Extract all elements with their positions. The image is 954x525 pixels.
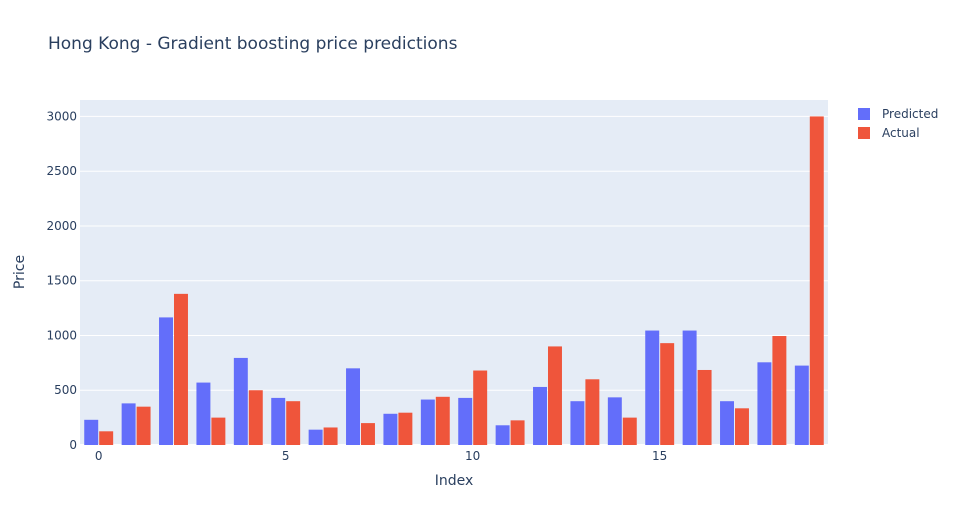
chart-title: Hong Kong - Gradient boosting price pred… bbox=[48, 34, 458, 54]
legend: Predicted Actual bbox=[858, 107, 938, 140]
bar-predicted[interactable] bbox=[533, 386, 547, 445]
bar-actual[interactable] bbox=[735, 408, 749, 445]
bar-predicted[interactable] bbox=[570, 401, 585, 445]
bar-predicted[interactable] bbox=[757, 362, 772, 445]
bar-predicted[interactable] bbox=[607, 397, 622, 445]
bar-predicted[interactable] bbox=[682, 330, 697, 445]
bar-predicted[interactable] bbox=[233, 357, 248, 445]
bar-predicted[interactable] bbox=[645, 330, 660, 445]
y-axis-ticks: 0 500 1000 1500 2000 2500 3000 bbox=[46, 109, 77, 452]
bar-actual[interactable] bbox=[136, 406, 151, 445]
bar-actual[interactable] bbox=[548, 346, 562, 445]
y-tick-label: 2000 bbox=[46, 219, 77, 233]
bar-actual[interactable] bbox=[286, 401, 301, 445]
y-tick-label: 3000 bbox=[46, 109, 77, 123]
x-axis-ticks: 0 5 10 15 bbox=[95, 449, 667, 463]
legend-swatch[interactable] bbox=[858, 127, 870, 139]
y-tick-label: 1000 bbox=[46, 328, 77, 342]
bar-predicted[interactable] bbox=[84, 419, 99, 445]
legend-label[interactable]: Predicted bbox=[882, 107, 938, 121]
bar-predicted[interactable] bbox=[720, 401, 734, 445]
bar-predicted[interactable] bbox=[420, 399, 435, 445]
bar-actual[interactable] bbox=[473, 370, 488, 445]
x-axis-title: Index bbox=[435, 473, 474, 489]
bars bbox=[84, 116, 824, 445]
bar-predicted[interactable] bbox=[383, 413, 398, 445]
bar-predicted[interactable] bbox=[458, 397, 473, 445]
bar-actual[interactable] bbox=[99, 431, 114, 445]
bar-actual[interactable] bbox=[398, 412, 413, 445]
y-tick-label: 0 bbox=[69, 438, 77, 452]
bar-predicted[interactable] bbox=[196, 382, 211, 445]
x-tick-label: 10 bbox=[465, 449, 480, 463]
bar-predicted[interactable] bbox=[121, 403, 136, 445]
bar-predicted[interactable] bbox=[794, 365, 809, 445]
bar-predicted[interactable] bbox=[346, 368, 360, 445]
bar-predicted[interactable] bbox=[159, 317, 173, 445]
bar-actual[interactable] bbox=[323, 427, 338, 445]
bar-actual[interactable] bbox=[585, 379, 600, 445]
x-tick-label: 0 bbox=[95, 449, 103, 463]
x-tick-label: 15 bbox=[652, 449, 667, 463]
bar-actual[interactable] bbox=[772, 336, 787, 445]
bar-actual[interactable] bbox=[697, 369, 712, 445]
bar-actual[interactable] bbox=[660, 343, 675, 445]
legend-swatch[interactable] bbox=[858, 108, 870, 120]
bar-actual[interactable] bbox=[435, 396, 450, 445]
bar-predicted[interactable] bbox=[308, 429, 323, 445]
bar-actual[interactable] bbox=[622, 417, 637, 445]
bar-actual[interactable] bbox=[248, 390, 263, 445]
legend-label[interactable]: Actual bbox=[882, 126, 920, 140]
bar-actual[interactable] bbox=[510, 420, 525, 445]
y-tick-label: 2500 bbox=[46, 164, 77, 178]
bar-actual[interactable] bbox=[361, 423, 375, 445]
y-tick-label: 500 bbox=[54, 383, 77, 397]
plot-area bbox=[80, 100, 828, 445]
bar-actual[interactable] bbox=[211, 417, 226, 445]
bar-predicted[interactable] bbox=[495, 425, 510, 445]
y-tick-label: 1500 bbox=[46, 274, 77, 288]
bar-actual[interactable] bbox=[809, 116, 824, 445]
x-tick-label: 5 bbox=[282, 449, 290, 463]
bar-actual[interactable] bbox=[174, 293, 188, 445]
bar-predicted[interactable] bbox=[271, 397, 286, 445]
y-axis-title: Price bbox=[12, 255, 28, 289]
